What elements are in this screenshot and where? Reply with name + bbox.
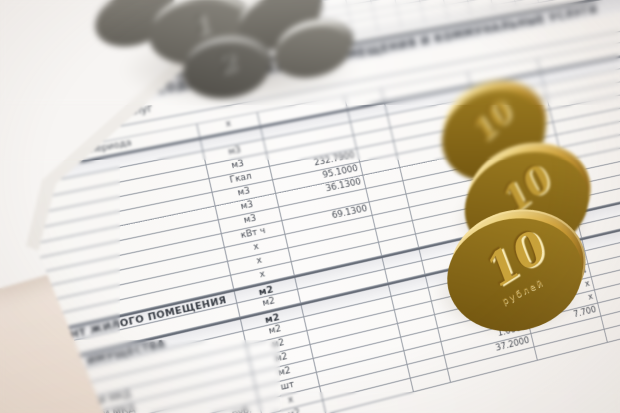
coin-denomination: 10	[465, 94, 521, 149]
coin-denomination: 1	[189, 8, 216, 42]
coin-denomination: 2	[216, 46, 242, 80]
